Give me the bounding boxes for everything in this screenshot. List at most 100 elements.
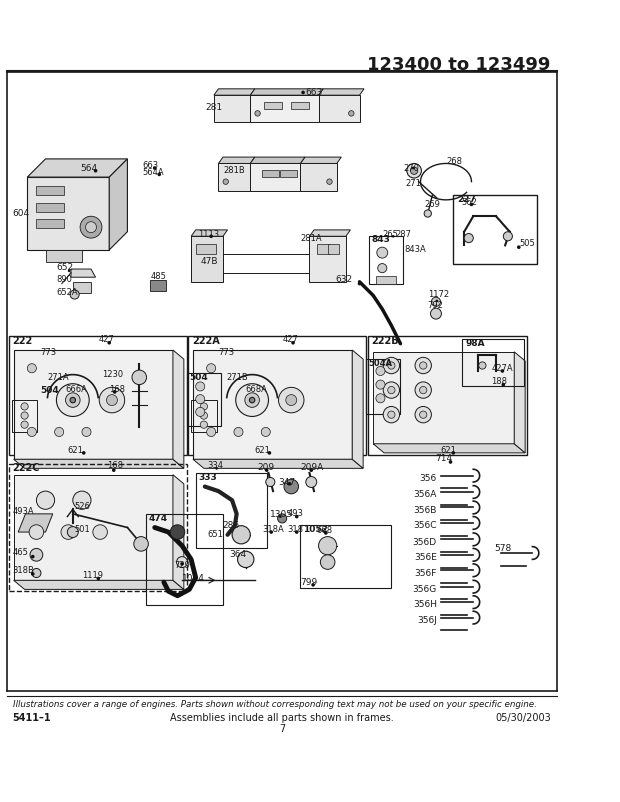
Circle shape <box>113 390 117 394</box>
Circle shape <box>153 166 156 170</box>
Circle shape <box>376 367 385 375</box>
Circle shape <box>288 482 291 486</box>
Circle shape <box>31 572 35 576</box>
Bar <box>264 102 282 109</box>
Text: 356C: 356C <box>414 521 437 530</box>
Text: 1052: 1052 <box>303 525 328 534</box>
Circle shape <box>286 395 297 406</box>
Text: 493A: 493A <box>13 507 34 516</box>
Circle shape <box>502 383 505 387</box>
Bar <box>453 196 537 264</box>
Circle shape <box>86 221 97 233</box>
Text: 1230: 1230 <box>102 370 123 379</box>
Circle shape <box>21 421 29 428</box>
Circle shape <box>376 380 385 389</box>
Circle shape <box>517 245 521 249</box>
Circle shape <box>27 363 37 373</box>
Text: 773: 773 <box>218 348 234 357</box>
Text: 270: 270 <box>403 164 419 172</box>
Circle shape <box>107 395 117 406</box>
Polygon shape <box>300 164 337 191</box>
Text: 465: 465 <box>13 548 29 557</box>
Circle shape <box>383 358 399 374</box>
Polygon shape <box>14 460 184 468</box>
Text: 209: 209 <box>257 463 275 472</box>
Circle shape <box>234 427 243 436</box>
Circle shape <box>27 427 37 436</box>
Text: 493: 493 <box>288 509 303 518</box>
Text: 333: 333 <box>198 473 217 482</box>
Circle shape <box>503 232 512 241</box>
Circle shape <box>324 531 327 535</box>
Polygon shape <box>218 164 250 191</box>
Polygon shape <box>71 269 95 277</box>
Text: 222B: 222B <box>371 336 399 346</box>
Text: 188: 188 <box>492 378 508 387</box>
Circle shape <box>237 551 254 568</box>
Polygon shape <box>14 350 173 460</box>
Circle shape <box>157 172 161 176</box>
Text: 222C: 222C <box>13 464 40 473</box>
Circle shape <box>30 549 43 561</box>
Text: Illustrations cover a range of engines. Parts shown without corresponding text m: Illustrations cover a range of engines. … <box>13 700 537 710</box>
Circle shape <box>70 397 76 403</box>
Text: 5411–1: 5411–1 <box>13 713 51 723</box>
Text: 7: 7 <box>279 724 285 734</box>
Polygon shape <box>150 280 166 291</box>
Circle shape <box>420 411 427 419</box>
Polygon shape <box>218 157 255 164</box>
Text: 578: 578 <box>494 544 512 553</box>
Bar <box>196 244 216 254</box>
Circle shape <box>376 394 385 403</box>
Circle shape <box>249 397 255 403</box>
Bar <box>366 359 401 414</box>
Circle shape <box>306 476 317 488</box>
Polygon shape <box>309 237 346 282</box>
Text: 123400 to 123499: 123400 to 123499 <box>367 56 551 74</box>
Text: 427: 427 <box>282 334 298 343</box>
Polygon shape <box>191 230 228 237</box>
Circle shape <box>295 515 299 518</box>
Text: 209A: 209A <box>300 463 324 472</box>
Circle shape <box>107 341 111 345</box>
Polygon shape <box>14 581 184 589</box>
Circle shape <box>261 427 270 436</box>
Bar <box>191 400 216 432</box>
Circle shape <box>170 525 185 539</box>
Circle shape <box>415 382 432 399</box>
Circle shape <box>388 362 395 369</box>
Text: 356A: 356A <box>414 490 437 500</box>
Circle shape <box>291 341 295 345</box>
Circle shape <box>206 427 216 436</box>
Bar <box>280 170 297 177</box>
Text: 1054: 1054 <box>182 574 205 583</box>
Text: 356F: 356F <box>415 569 437 577</box>
Circle shape <box>196 382 205 391</box>
Circle shape <box>321 555 335 569</box>
Circle shape <box>200 412 208 419</box>
Text: 632: 632 <box>335 275 352 285</box>
Text: 526: 526 <box>74 502 91 511</box>
Polygon shape <box>250 89 323 95</box>
Text: Assemblies include all parts shown in frames.: Assemblies include all parts shown in fr… <box>170 713 394 723</box>
Text: 668: 668 <box>317 526 333 535</box>
Circle shape <box>278 387 304 413</box>
Text: 281A: 281A <box>300 233 322 242</box>
Bar <box>37 219 64 228</box>
Circle shape <box>29 525 43 539</box>
Text: 98A: 98A <box>465 339 485 348</box>
Circle shape <box>132 370 146 385</box>
Text: 1119: 1119 <box>82 571 103 581</box>
Text: 504: 504 <box>189 373 208 382</box>
Polygon shape <box>193 350 352 460</box>
Text: 485: 485 <box>150 272 166 281</box>
Bar <box>12 400 37 432</box>
Circle shape <box>32 569 41 577</box>
Text: 347: 347 <box>278 477 296 487</box>
Circle shape <box>196 407 205 416</box>
Circle shape <box>278 514 286 523</box>
Circle shape <box>210 234 213 238</box>
Circle shape <box>223 179 228 184</box>
Circle shape <box>97 577 100 581</box>
Bar <box>327 244 339 254</box>
